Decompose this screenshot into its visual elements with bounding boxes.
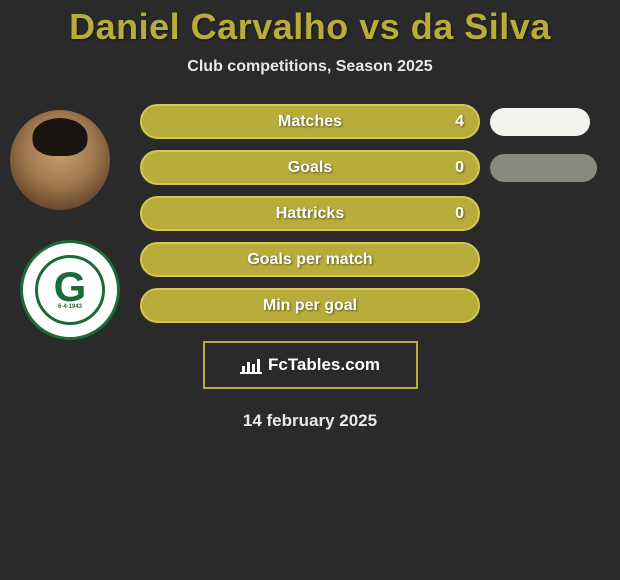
stat-value-left: 4 — [455, 113, 464, 131]
stat-label: Goals — [288, 159, 332, 177]
stat-bar-left: Goals per match — [140, 242, 480, 277]
stat-bar-left: Hattricks 0 — [140, 196, 480, 231]
stat-label: Matches — [278, 113, 342, 131]
stat-value-left: 0 — [455, 159, 464, 177]
stats-area: G 6·4·1943 Matches 4 Goals 0 Hattricks 0 — [0, 104, 620, 323]
subtitle: Club competitions, Season 2025 — [0, 58, 620, 76]
club-badge: G 6·4·1943 — [20, 240, 120, 340]
branding-box: FcTables.com — [203, 341, 418, 389]
chart-icon — [240, 356, 262, 374]
stat-bar-right — [490, 154, 597, 182]
avatar-face-placeholder — [10, 110, 110, 210]
club-badge-inner: G 6·4·1943 — [35, 255, 105, 325]
stat-bar-left: Matches 4 — [140, 104, 480, 139]
date-footer: 14 february 2025 — [0, 411, 620, 431]
stat-value-left: 0 — [455, 205, 464, 223]
club-badge-date: 6·4·1943 — [58, 304, 82, 310]
stat-bar-left: Min per goal — [140, 288, 480, 323]
stat-bar-left: Goals 0 — [140, 150, 480, 185]
club-badge-letter: G — [54, 270, 87, 304]
stat-bar-right — [490, 108, 590, 136]
branding-text: FcTables.com — [268, 355, 380, 375]
stat-label: Min per goal — [263, 297, 357, 315]
page-title: Daniel Carvalho vs da Silva — [0, 0, 620, 48]
stat-label: Goals per match — [247, 251, 372, 269]
player-left-avatar — [10, 110, 110, 210]
stat-label: Hattricks — [276, 205, 344, 223]
